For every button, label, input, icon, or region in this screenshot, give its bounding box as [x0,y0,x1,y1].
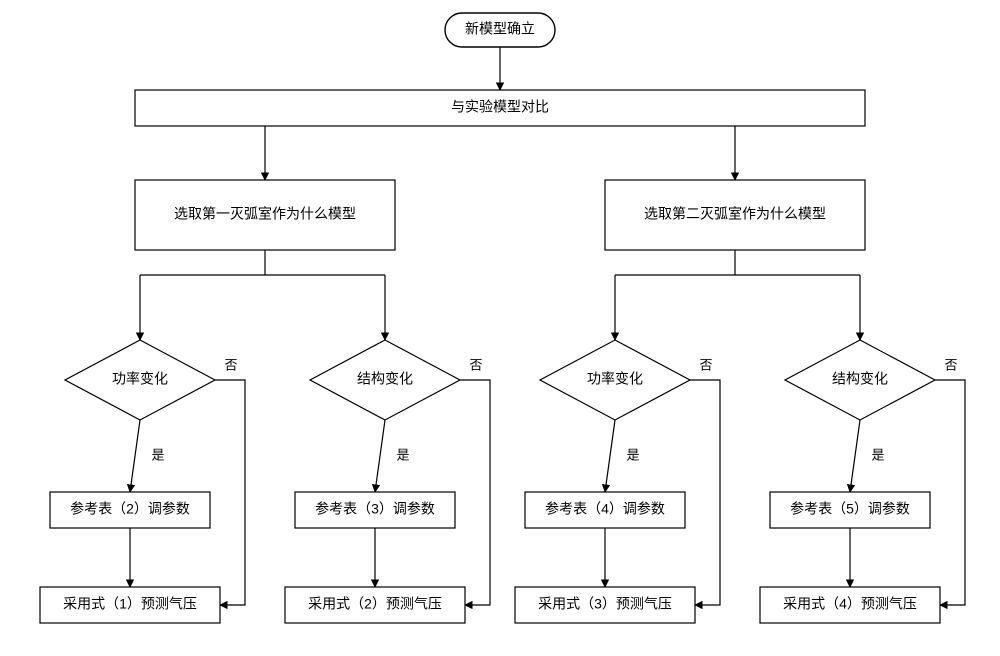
svg-text:是: 是 [871,447,884,462]
svg-text:是: 是 [151,447,164,462]
svg-text:是: 是 [626,447,639,462]
svg-text:是: 是 [396,447,409,462]
svg-text:新模型确立: 新模型确立 [465,21,535,37]
svg-text:结构变化: 结构变化 [832,371,888,387]
svg-text:参考表（4）调参数: 参考表（4）调参数 [545,501,665,517]
svg-text:参考表（3）调参数: 参考表（3）调参数 [315,501,435,517]
svg-text:功率变化: 功率变化 [587,371,643,387]
svg-text:功率变化: 功率变化 [112,371,168,387]
svg-text:采用式（1）预测气压: 采用式（1）预测气压 [63,596,197,612]
svg-text:采用式（2）预测气压: 采用式（2）预测气压 [308,596,442,612]
svg-text:采用式（4）预测气压: 采用式（4）预测气压 [783,596,917,612]
svg-text:选取第一灭弧室作为什么模型: 选取第一灭弧室作为什么模型 [174,206,356,222]
svg-text:采用式（3）预测气压: 采用式（3）预测气压 [538,596,672,612]
svg-text:结构变化: 结构变化 [357,371,413,387]
svg-text:参考表（2）调参数: 参考表（2）调参数 [70,501,190,517]
svg-text:否: 否 [944,357,957,372]
svg-text:否: 否 [224,357,237,372]
svg-text:参考表（5）调参数: 参考表（5）调参数 [790,501,910,517]
svg-text:与实验模型对比: 与实验模型对比 [451,99,549,115]
svg-text:选取第二灭弧室作为什么模型: 选取第二灭弧室作为什么模型 [644,206,826,222]
svg-text:否: 否 [699,357,712,372]
svg-text:否: 否 [469,357,482,372]
